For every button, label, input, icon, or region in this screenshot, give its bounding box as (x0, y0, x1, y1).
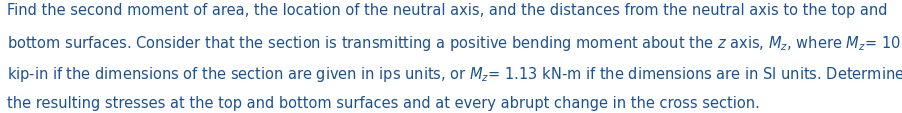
Text: Find the second moment of area, the location of the neutral axis, and the distan: Find the second moment of area, the loca… (7, 3, 887, 18)
Text: kip-in if the dimensions of the section are given in ips units, or $M_z$= 1.13 k: kip-in if the dimensions of the section … (7, 64, 902, 83)
Text: the resulting stresses at the top and bottom surfaces and at every abrupt change: the resulting stresses at the top and bo… (7, 95, 759, 110)
Text: bottom surfaces. Consider that the section is transmitting a positive bending mo: bottom surfaces. Consider that the secti… (7, 34, 900, 53)
